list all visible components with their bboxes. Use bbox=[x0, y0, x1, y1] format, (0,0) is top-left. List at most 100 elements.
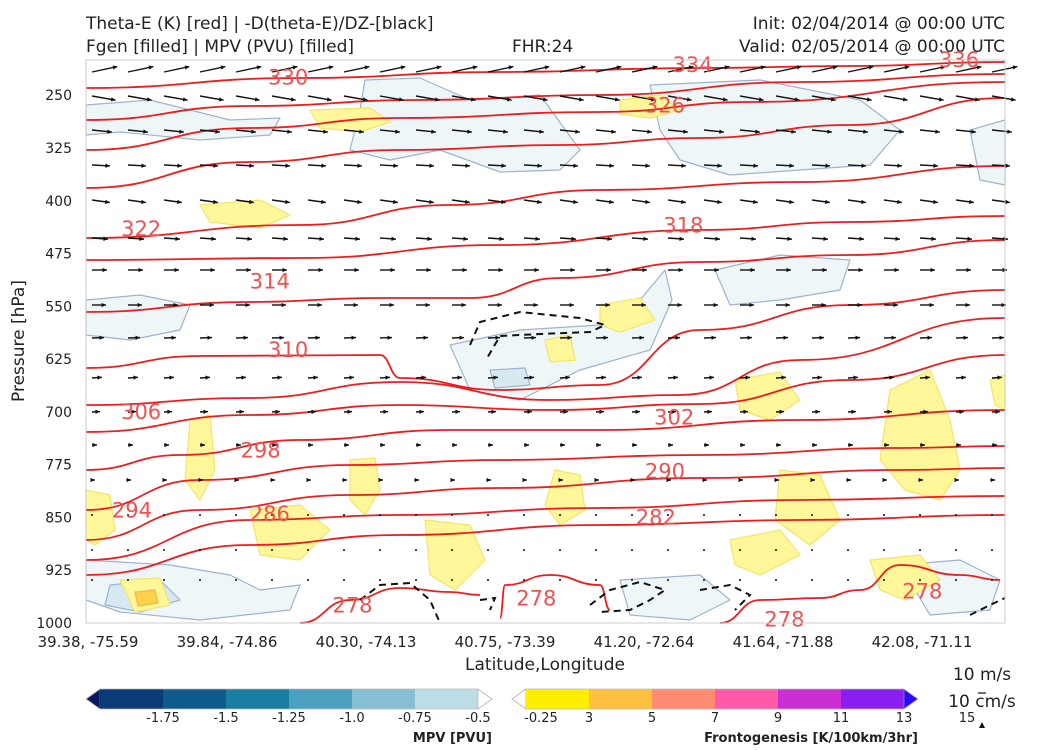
wind-vector-head bbox=[997, 375, 1002, 380]
wind-vector-head bbox=[179, 129, 184, 134]
wind-vector-head bbox=[580, 65, 586, 70]
wind-vector-head bbox=[97, 375, 102, 380]
wind-vector bbox=[811, 514, 813, 516]
wind-vector-head bbox=[126, 477, 131, 483]
wind-vector-head bbox=[1007, 129, 1012, 134]
contour-label: 326 bbox=[645, 94, 685, 118]
wind-vector-head bbox=[853, 375, 858, 380]
wind-vector-head bbox=[342, 477, 347, 483]
wind-vector-head bbox=[639, 335, 644, 340]
colorbar-tick-label: -0.25 bbox=[524, 711, 558, 726]
x-tick-label: 41.20, -72.64 bbox=[594, 633, 695, 651]
dtheta-dz-contour bbox=[479, 596, 497, 611]
theta-e-contour bbox=[85, 467, 1006, 541]
wind-vector-head bbox=[931, 236, 936, 241]
colorbar-tick-label: 3 bbox=[585, 711, 593, 726]
y-tick-label: 625 bbox=[45, 352, 72, 368]
wind-vector-head bbox=[292, 65, 298, 70]
wind-vector-head bbox=[328, 65, 334, 70]
wind-key-arrow bbox=[979, 722, 985, 728]
wind-vector-head bbox=[794, 97, 800, 102]
colorbar-segment bbox=[226, 689, 290, 709]
wind-vector-head bbox=[434, 97, 440, 102]
wind-vector-head bbox=[251, 129, 256, 134]
wind-vector-head bbox=[427, 236, 432, 241]
wind-vector-head bbox=[501, 199, 506, 205]
wind-vector-head bbox=[497, 302, 502, 308]
wind-vector-head bbox=[894, 267, 899, 273]
wind-vector bbox=[343, 579, 345, 581]
wind-vector-head bbox=[929, 302, 934, 308]
colorbar-tick-label: 11 bbox=[833, 711, 850, 726]
y-tick-label: 850 bbox=[45, 510, 72, 526]
wind-vector-head bbox=[249, 199, 254, 205]
wind-vector-head bbox=[827, 129, 832, 134]
wind-vector bbox=[415, 514, 417, 516]
theta-e-contour bbox=[85, 445, 1006, 511]
colorbar-extend-left bbox=[85, 688, 101, 710]
wind-vector-head bbox=[956, 442, 961, 448]
filled-region bbox=[544, 334, 576, 363]
x-axis-label: Latitude,Longitude bbox=[465, 655, 625, 675]
wind-vector-head bbox=[177, 199, 182, 205]
wind-vector-head bbox=[395, 129, 400, 134]
wind-vector-head bbox=[747, 335, 752, 340]
wind-vector-head bbox=[815, 409, 820, 414]
wind-vector bbox=[307, 514, 309, 516]
filled-region bbox=[85, 489, 116, 546]
wind-vector bbox=[991, 514, 993, 516]
wind-vector bbox=[379, 579, 381, 581]
wind-vector-head bbox=[893, 302, 898, 308]
wind-vector bbox=[883, 579, 885, 581]
wind-vector-head bbox=[599, 409, 604, 414]
wind-vector bbox=[379, 549, 381, 551]
y-tick-label: 700 bbox=[45, 405, 72, 421]
filled-region bbox=[134, 589, 159, 607]
wind-vector-head bbox=[128, 442, 133, 448]
wind-vector-head bbox=[349, 375, 354, 380]
wind-vector bbox=[775, 514, 777, 516]
wind-vector bbox=[739, 514, 741, 516]
colorbar-tick-label: 13 bbox=[896, 711, 913, 726]
wind-vector-head bbox=[281, 302, 286, 308]
contour-label: 278 bbox=[902, 579, 942, 603]
wind-vector-head bbox=[450, 477, 455, 483]
wind-vector-head bbox=[462, 267, 467, 273]
wind-vector-head bbox=[738, 477, 743, 483]
wind-vector bbox=[163, 514, 165, 516]
wind-vector-head bbox=[182, 97, 188, 102]
wind-vector-head bbox=[704, 442, 709, 448]
mpv-colorbar-label: MPV [PVU] bbox=[413, 731, 492, 746]
wind-vector-head bbox=[355, 236, 360, 241]
wind-vector-head bbox=[321, 199, 326, 205]
wind-vector-head bbox=[470, 97, 476, 102]
wind-vector-head bbox=[247, 236, 252, 241]
wind-vector bbox=[235, 514, 237, 516]
wind-vector bbox=[343, 514, 345, 516]
wind-vector-head bbox=[210, 267, 215, 273]
wind-vector-head bbox=[254, 97, 260, 102]
wind-vector-head bbox=[398, 97, 404, 102]
wind-vector-head bbox=[609, 199, 614, 205]
wind-vector-head bbox=[565, 375, 570, 380]
wind-vector-head bbox=[359, 129, 364, 134]
wind-vector bbox=[847, 514, 849, 516]
filled-region bbox=[349, 457, 381, 516]
colorbar-tick-label: -1.25 bbox=[272, 711, 306, 726]
wind-vector-head bbox=[362, 97, 368, 102]
wind-vector-head bbox=[819, 335, 824, 340]
wind-vector-head bbox=[414, 477, 419, 483]
wind-vector-head bbox=[319, 236, 324, 241]
wind-vector-head bbox=[681, 163, 686, 168]
contour-label: 322 bbox=[121, 217, 161, 241]
wind-vector-head bbox=[461, 302, 466, 308]
colorbar-segment bbox=[415, 689, 479, 709]
wind-vector bbox=[667, 579, 669, 581]
wind-vector-head bbox=[200, 442, 205, 448]
wind-vector-head bbox=[354, 267, 359, 273]
wind-vector bbox=[883, 549, 885, 551]
wind-vector bbox=[775, 549, 777, 551]
wind-vector-head bbox=[143, 129, 148, 134]
wind-vector-head bbox=[776, 442, 781, 448]
theta-e-contour bbox=[85, 354, 1006, 433]
